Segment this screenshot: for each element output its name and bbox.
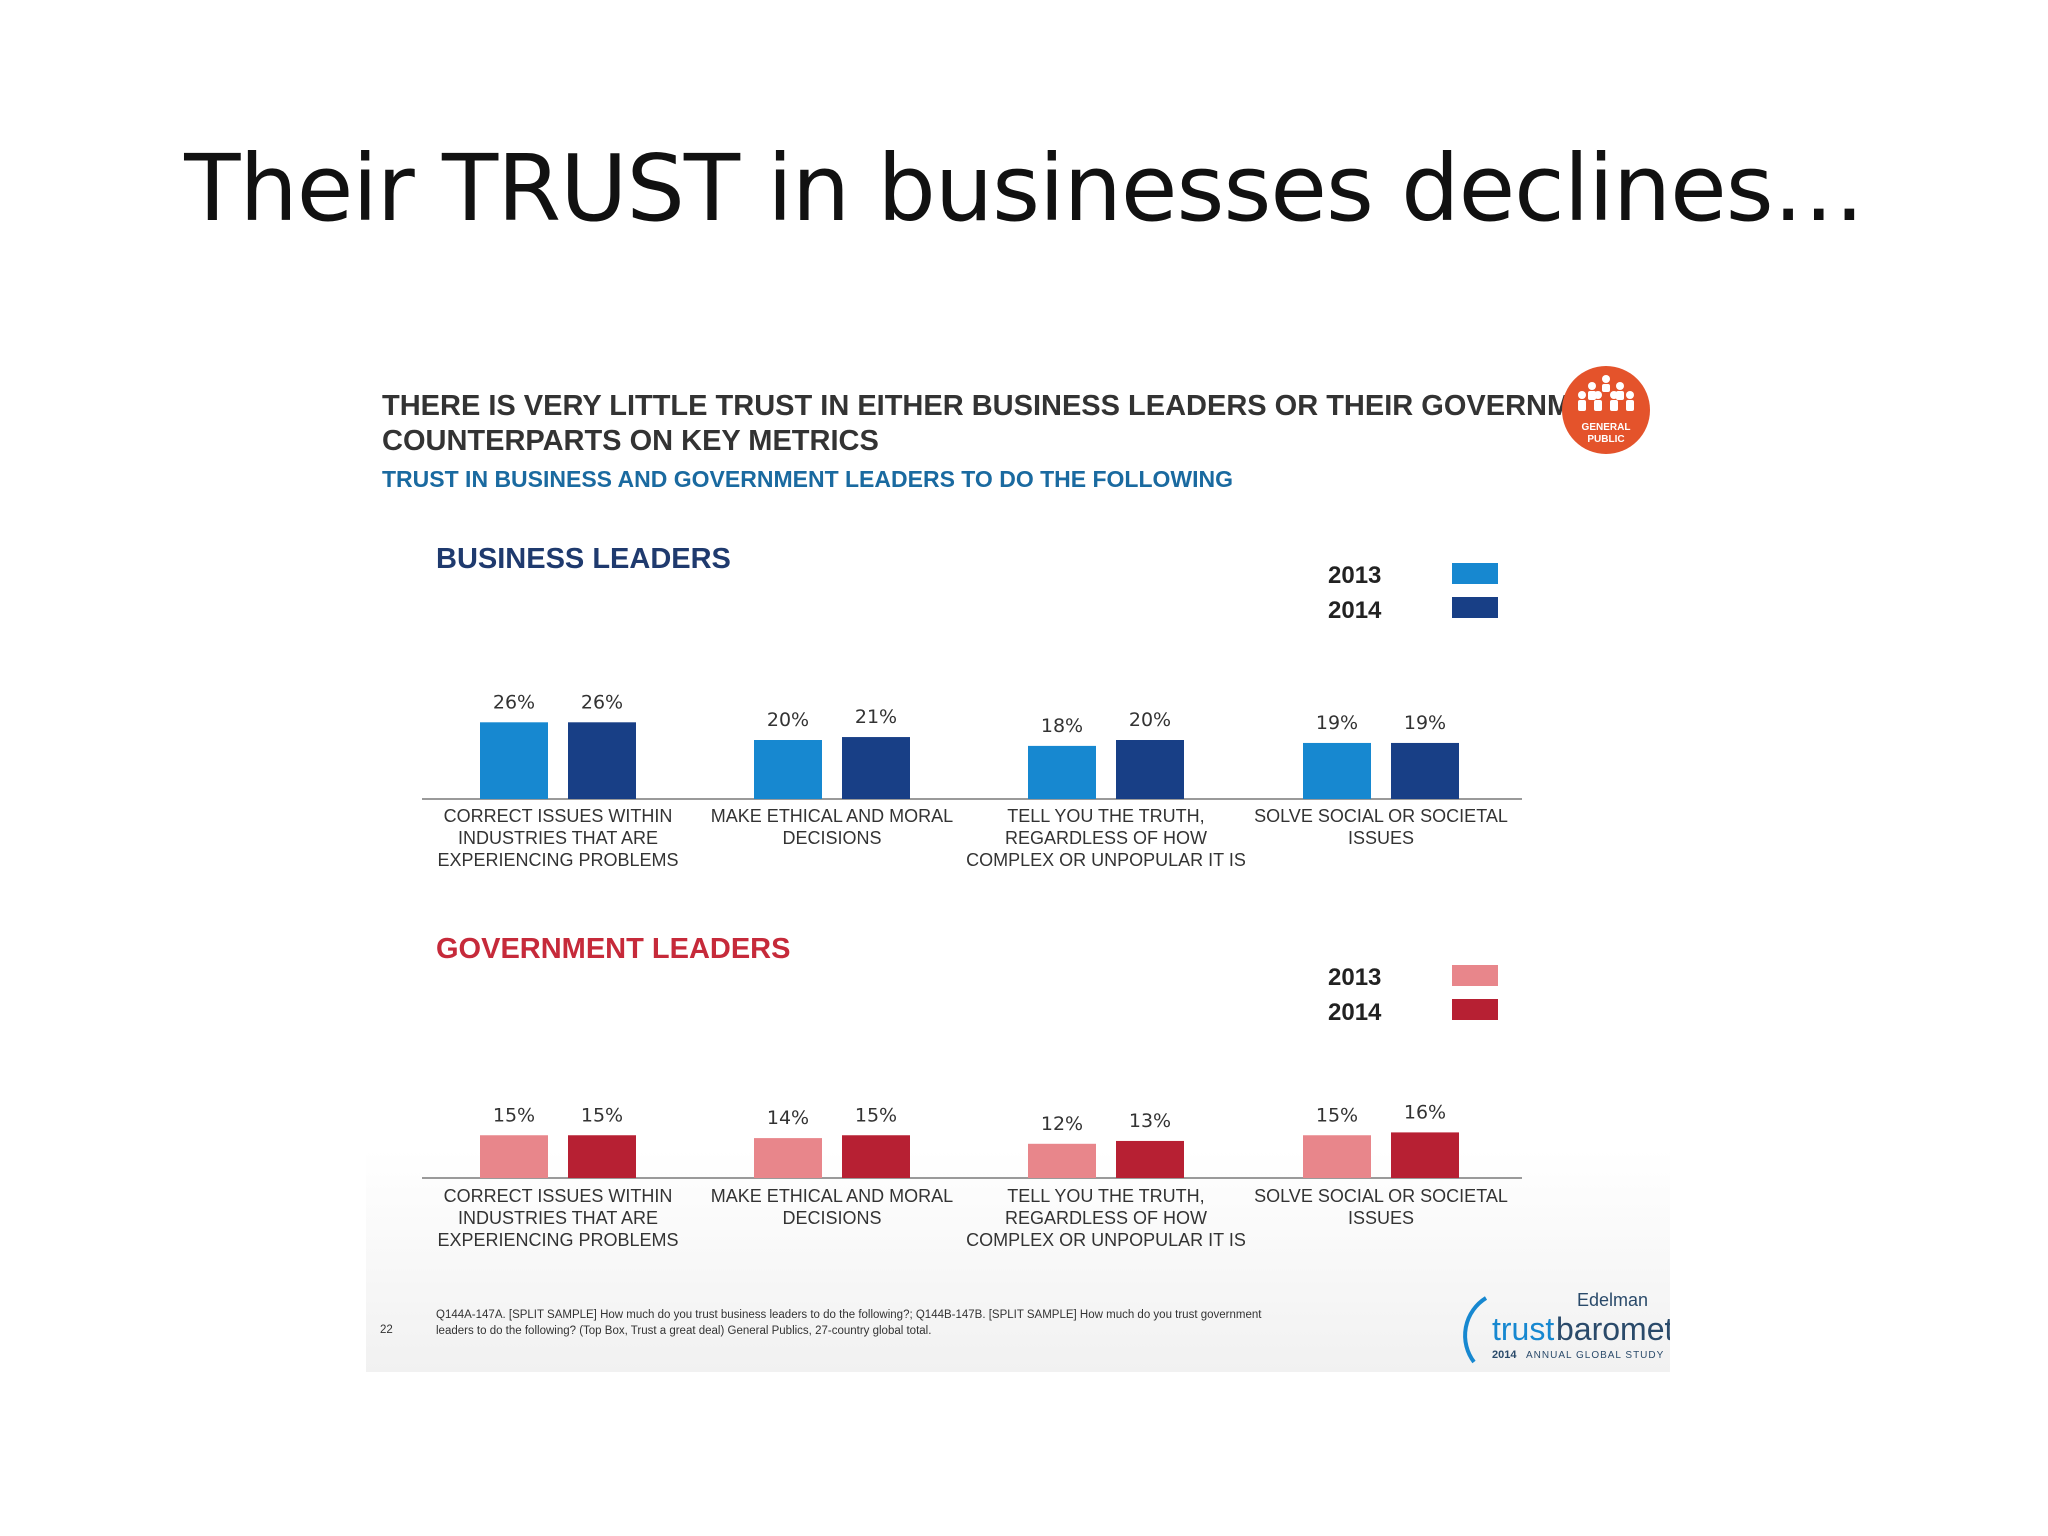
government-category-label-3: SOLVE SOCIAL OR SOCIETAL [1254,1186,1508,1206]
government-value-label-2013-1: 14% [767,1107,809,1129]
logo-year: 2014 [1492,1349,1517,1361]
badge-text-line2: PUBLIC [1587,434,1624,445]
government-leaders-chart: GOVERNMENT LEADERS 2013 2014 15% 15% CORRE… [422,933,1522,1250]
government-bar-2013-3 [1303,1135,1371,1178]
business-value-label-2013-1: 20% [767,709,809,731]
panel-headline-line1: THERE IS VERY LITTLE TRUST IN EITHER BUS… [382,390,1629,422]
business-value-label-2013-0: 26% [493,691,535,713]
business-category-label-2: COMPLEX OR UNPOPULAR IT IS [966,850,1246,870]
government-category-label-0: INDUSTRIES THAT ARE [458,1208,658,1228]
business-bar-2014-2 [1116,740,1184,799]
logo-word-barometer: barometer [1556,1311,1670,1347]
government-legend-2013-swatch [1452,965,1498,986]
business-value-label-2014-2: 20% [1129,709,1171,731]
page-number: 22 [380,1324,393,1336]
chart-canvas: THERE IS VERY LITTLE TRUST IN EITHER BUS… [380,366,1670,1364]
government-bar-2014-0 [568,1135,636,1178]
government-bar-2014-3 [1391,1132,1459,1178]
logo-tagline: ANNUAL GLOBAL STUDY [1526,1350,1664,1361]
business-leaders-title: BUSINESS LEADERS [436,543,731,575]
badge-text-line1: GENERAL [1582,422,1631,433]
government-legend-2013-label: 2013 [1328,964,1381,991]
government-value-label-2014-0: 15% [581,1104,623,1126]
business-legend-2013-label: 2013 [1328,562,1381,589]
business-leaders-chart: BUSINESS LEADERS 2013 2014 26% 26% CORRECT… [422,543,1522,870]
business-bar-2013-3 [1303,742,1371,799]
business-category-label-0: EXPERIENCING PROBLEMS [437,850,678,870]
general-public-badge: GENERAL PUBLIC [1562,366,1650,454]
business-legend-2014-label: 2014 [1328,597,1382,624]
business-bar-2014-1 [842,737,910,799]
government-category-label-3: ISSUES [1348,1208,1414,1228]
government-value-label-2014-3: 16% [1404,1101,1446,1123]
government-value-label-2013-2: 12% [1041,1113,1083,1135]
government-category-label-1: MAKE ETHICAL AND MORAL [711,1186,953,1206]
logo-arc [1463,1296,1488,1364]
business-category-label-1: DECISIONS [782,828,881,848]
panel-headline-line2: COUNTERPARTS ON KEY METRICS [382,425,879,457]
footnote-line2: leaders to do the following? (Top Box, T… [436,1325,931,1337]
business-value-label-2014-3: 19% [1404,712,1446,734]
business-category-label-0: INDUSTRIES THAT ARE [458,828,658,848]
panel-subheadline: TRUST IN BUSINESS AND GOVERNMENT LEADERS… [382,466,1233,492]
edelman-trust-barometer-logo: Edelman trust barometer 2014 ANNUAL GLOB… [1463,1290,1670,1364]
government-value-label-2014-1: 15% [855,1104,897,1126]
chart-panel: THERE IS VERY LITTLE TRUST IN EITHER BUS… [366,360,1670,1372]
business-legend-2013-swatch [1452,563,1498,584]
government-category-label-2: COMPLEX OR UNPOPULAR IT IS [966,1230,1246,1250]
government-bar-2013-0 [480,1135,548,1178]
logo-word-trust: trust [1492,1311,1554,1347]
government-bar-2013-2 [1028,1143,1096,1178]
government-category-label-2: TELL YOU THE TRUTH, [1007,1186,1204,1206]
business-category-label-2: REGARDLESS OF HOW [1005,828,1207,848]
government-legend-2014-label: 2014 [1328,999,1382,1026]
business-bar-2013-2 [1028,745,1096,799]
people-group-icon [1578,375,1634,411]
business-value-label-2013-3: 19% [1316,712,1358,734]
business-bar-2013-1 [754,740,822,799]
government-category-label-1: DECISIONS [782,1208,881,1228]
business-bar-2014-3 [1391,742,1459,799]
government-legend-2014-swatch [1452,999,1498,1020]
government-category-label-2: REGARDLESS OF HOW [1005,1208,1207,1228]
business-value-label-2014-1: 21% [855,706,897,728]
business-category-label-3: SOLVE SOCIAL OR SOCIETAL [1254,806,1508,826]
government-leaders-title: GOVERNMENT LEADERS [436,933,790,965]
business-value-label-2013-2: 18% [1041,715,1083,737]
government-value-label-2013-3: 15% [1316,1104,1358,1126]
government-value-label-2013-0: 15% [493,1104,535,1126]
business-category-label-3: ISSUES [1348,828,1414,848]
business-legend-2014-swatch [1452,597,1498,618]
badge-circle [1562,366,1650,454]
government-category-label-0: CORRECT ISSUES WITHIN [444,1186,673,1206]
logo-brand: Edelman [1577,1290,1648,1310]
business-value-label-2014-0: 26% [581,691,623,713]
business-category-label-2: TELL YOU THE TRUTH, [1007,806,1204,826]
slide-title: Their TRUST in businesses declines… [184,135,1864,242]
government-bar-2013-1 [754,1138,822,1178]
government-category-label-0: EXPERIENCING PROBLEMS [437,1230,678,1250]
footnote-line1: Q144A-147A. [SPLIT SAMPLE] How much do y… [436,1309,1262,1321]
government-bar-2014-2 [1116,1140,1184,1178]
government-value-label-2014-2: 13% [1129,1110,1171,1132]
government-bar-2014-1 [842,1135,910,1178]
business-category-label-0: CORRECT ISSUES WITHIN [444,806,673,826]
business-bar-2014-0 [568,722,636,799]
business-category-label-1: MAKE ETHICAL AND MORAL [711,806,953,826]
business-bar-2013-0 [480,722,548,799]
